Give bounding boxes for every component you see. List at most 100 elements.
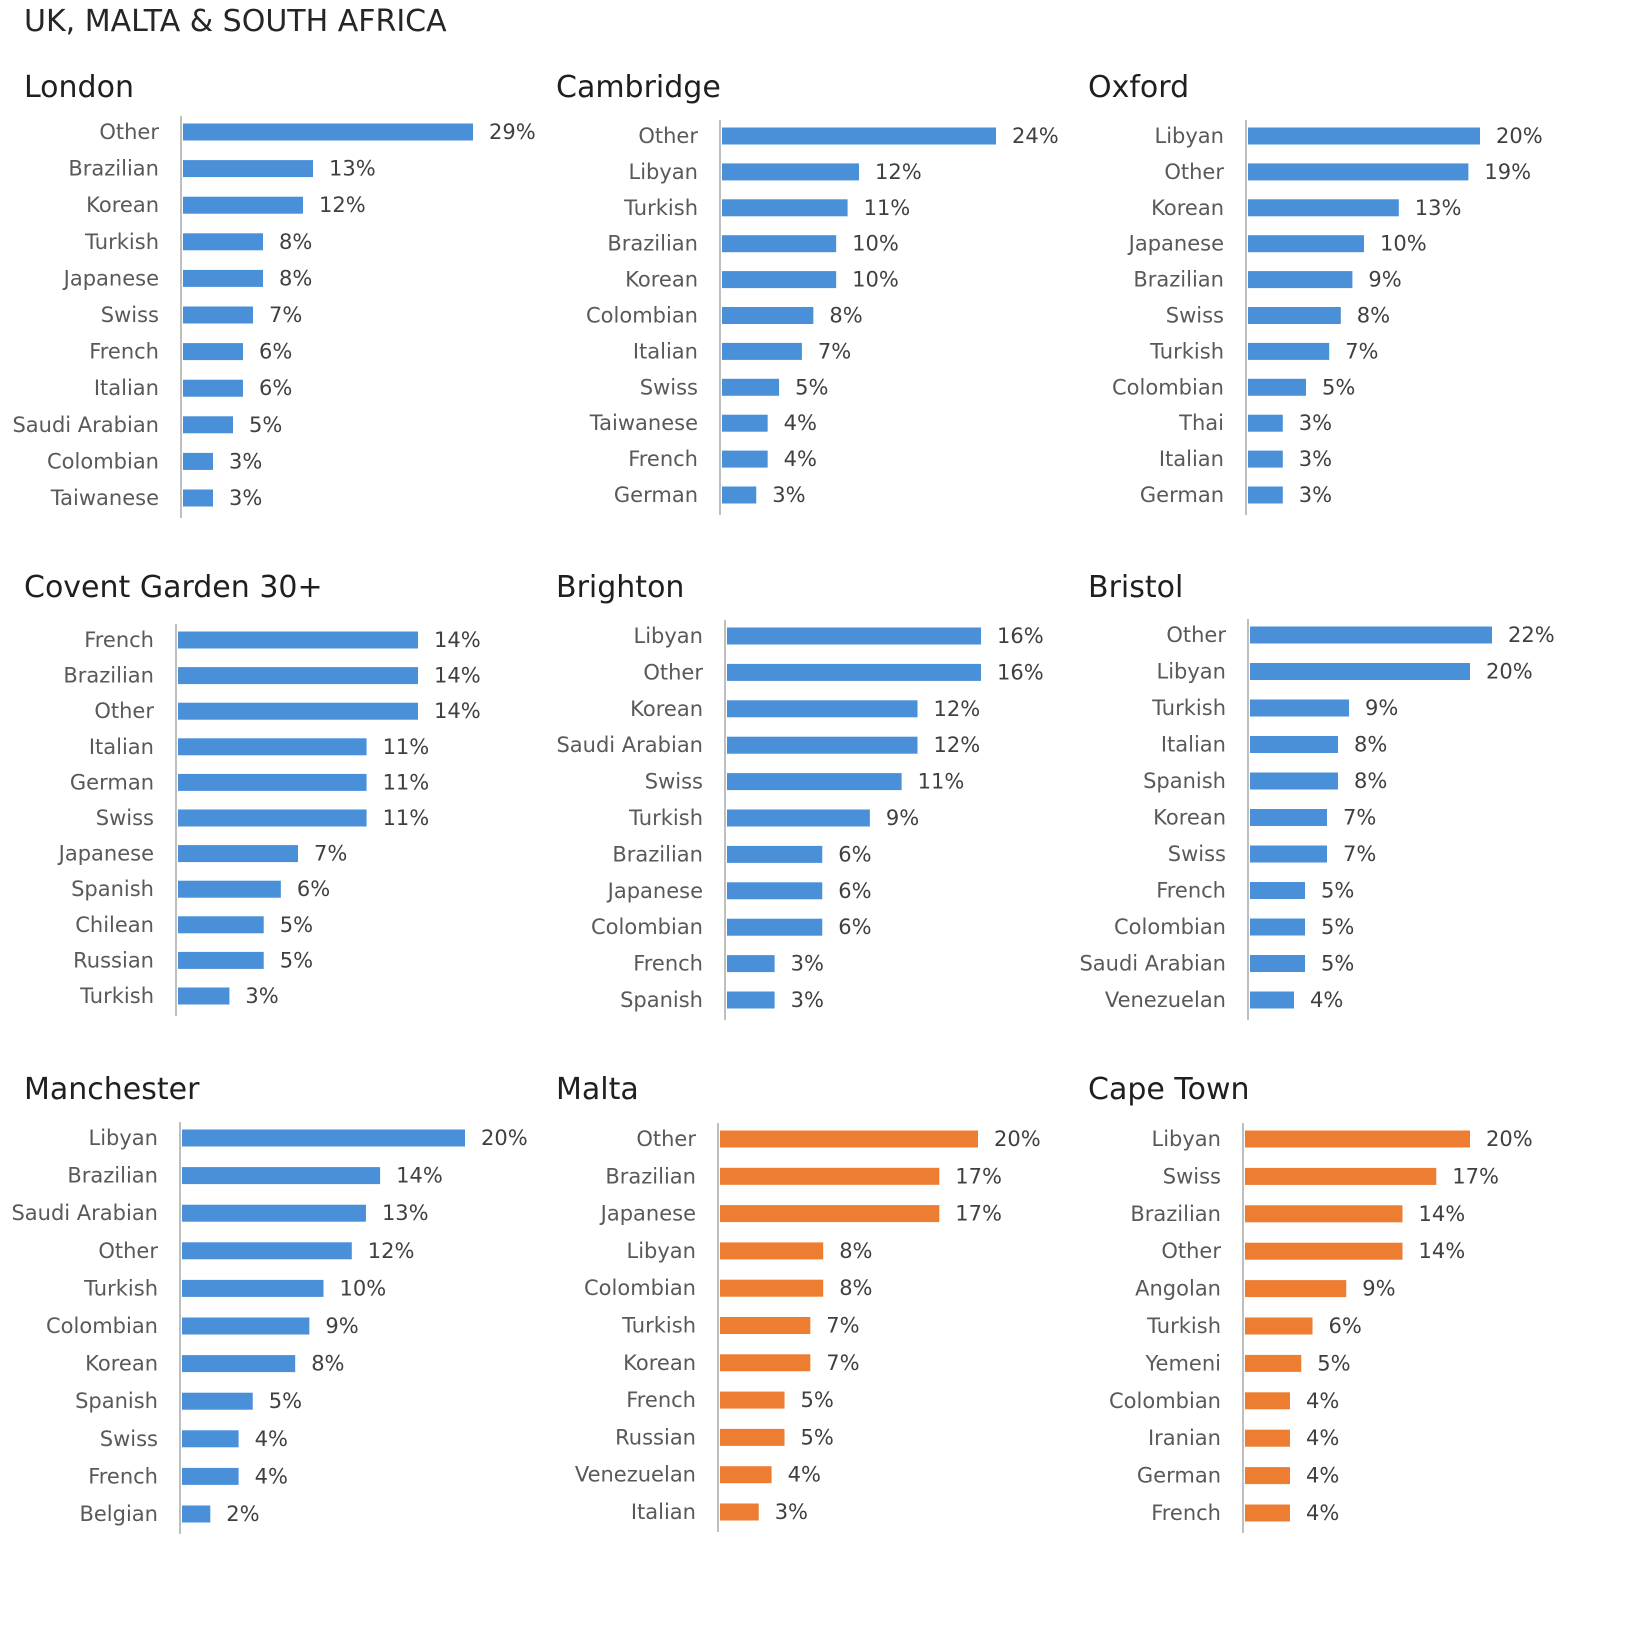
- value-label: 8%: [839, 1239, 872, 1263]
- value-label: 16%: [997, 660, 1044, 684]
- category-label: French: [628, 447, 698, 471]
- category-label: Saudi Arabian: [12, 413, 159, 437]
- category-label: Russian: [615, 1425, 696, 1449]
- value-label: 4%: [784, 411, 817, 435]
- value-label: 4%: [1306, 1426, 1339, 1450]
- bar: [182, 1355, 296, 1373]
- value-label: 5%: [280, 948, 313, 972]
- value-label: 4%: [784, 447, 817, 471]
- value-label: 9%: [325, 1314, 358, 1338]
- category-label: Turkish: [1146, 1314, 1221, 1338]
- category-label: French: [633, 952, 703, 976]
- value-label: 20%: [481, 1126, 528, 1150]
- value-label: 3%: [1299, 411, 1332, 435]
- value-label: 7%: [314, 842, 347, 866]
- value-label: 4%: [788, 1463, 821, 1487]
- bar: [1250, 772, 1338, 790]
- bar: [178, 738, 367, 756]
- value-label: 7%: [826, 1351, 859, 1375]
- bar: [178, 916, 264, 934]
- chart-title: Manchester: [24, 1072, 200, 1107]
- category-label: Iranian: [1148, 1426, 1221, 1450]
- bar: [183, 196, 303, 214]
- bar: [1250, 845, 1327, 863]
- category-label: Turkish: [628, 806, 703, 830]
- value-label: 10%: [852, 268, 899, 292]
- category-label: Other: [98, 1239, 158, 1263]
- category-label: Colombian: [1112, 375, 1224, 399]
- value-label: 5%: [801, 1425, 834, 1449]
- bar: [1250, 736, 1338, 753]
- value-label: 10%: [852, 232, 899, 256]
- value-label: 11%: [383, 770, 430, 794]
- chart-title: Brighton: [556, 570, 685, 605]
- chart-title: Oxford: [1088, 70, 1190, 105]
- bar: [720, 1354, 811, 1372]
- bar-chart: French 14% Brazilian 14% Other 14% Italian 11% G…: [57, 624, 481, 1016]
- bar-chart: Other 20% Brazilian 17% Japanese 17% Libyan 8% C…: [575, 1123, 1041, 1532]
- category-label: Saudi Arabian: [1079, 952, 1226, 976]
- value-label: 8%: [1354, 769, 1387, 793]
- category-label: Thai: [1178, 411, 1224, 435]
- bar-chart: Other 24% Libyan 12% Turkish 11% Brazilian 10% K…: [586, 120, 1059, 515]
- value-label: 8%: [279, 230, 312, 254]
- category-label: Taiwanese: [589, 411, 698, 435]
- value-label: 5%: [1317, 1351, 1350, 1375]
- value-label: 12%: [875, 160, 922, 184]
- value-label: 6%: [259, 376, 292, 400]
- value-label: 3%: [775, 1500, 808, 1524]
- value-label: 20%: [1486, 1127, 1533, 1151]
- chart-manchester: Manchester Libyan 20% Brazilian 14% Saudi Ar…: [11, 1072, 554, 1552]
- bar: [727, 991, 775, 1009]
- bar: [1248, 486, 1283, 504]
- bar: [727, 663, 981, 681]
- value-label: 8%: [829, 304, 862, 328]
- bar: [178, 631, 418, 649]
- value-label: 20%: [994, 1127, 1041, 1151]
- category-label: Libyan: [89, 1126, 158, 1150]
- bar: [1245, 1392, 1290, 1410]
- category-label: Japanese: [57, 842, 154, 866]
- bar: [1248, 342, 1330, 360]
- bar: [183, 306, 253, 324]
- bar: [1250, 955, 1305, 972]
- value-label: 13%: [1415, 196, 1462, 220]
- value-label: 12%: [934, 733, 981, 757]
- bar: [183, 233, 263, 251]
- bar: [727, 882, 823, 900]
- bar: [1250, 809, 1327, 826]
- category-label: Libyan: [1155, 124, 1224, 148]
- value-label: 11%: [383, 735, 430, 759]
- bar: [727, 700, 918, 718]
- category-label: Other: [1164, 160, 1224, 184]
- bar-chart: Other 22% Libyan 20% Turkish 9% Italian 8% Spani…: [1079, 619, 1555, 1020]
- bar: [1245, 1429, 1290, 1447]
- value-label: 12%: [319, 193, 366, 217]
- value-label: 6%: [838, 879, 871, 903]
- bar: [1248, 163, 1469, 181]
- category-label: Italian: [89, 735, 154, 759]
- chart-title: Covent Garden 30+: [24, 570, 323, 605]
- category-label: Colombian: [586, 304, 698, 328]
- category-label: German: [614, 483, 698, 507]
- bar: [722, 307, 814, 324]
- value-label: 3%: [1299, 483, 1332, 507]
- bar-chart: Libyan 16% Other 16% Korean 12% Saudi Arabian 1…: [556, 620, 1044, 1020]
- category-label: Japanese: [606, 879, 703, 903]
- value-label: 5%: [269, 1389, 302, 1413]
- bar: [727, 773, 902, 791]
- value-label: 4%: [1306, 1389, 1339, 1413]
- category-label: French: [84, 628, 154, 652]
- value-label: 10%: [1380, 232, 1427, 256]
- category-label: German: [1137, 1464, 1221, 1488]
- bar: [182, 1392, 253, 1410]
- bar: [178, 667, 418, 685]
- bar: [722, 199, 848, 217]
- category-label: Libyan: [627, 1239, 696, 1263]
- category-label: Spanish: [75, 1389, 158, 1413]
- bar: [722, 378, 780, 396]
- value-label: 14%: [396, 1164, 443, 1188]
- category-label: Colombian: [46, 1314, 158, 1338]
- bar: [1245, 1467, 1290, 1485]
- bar: [183, 160, 313, 178]
